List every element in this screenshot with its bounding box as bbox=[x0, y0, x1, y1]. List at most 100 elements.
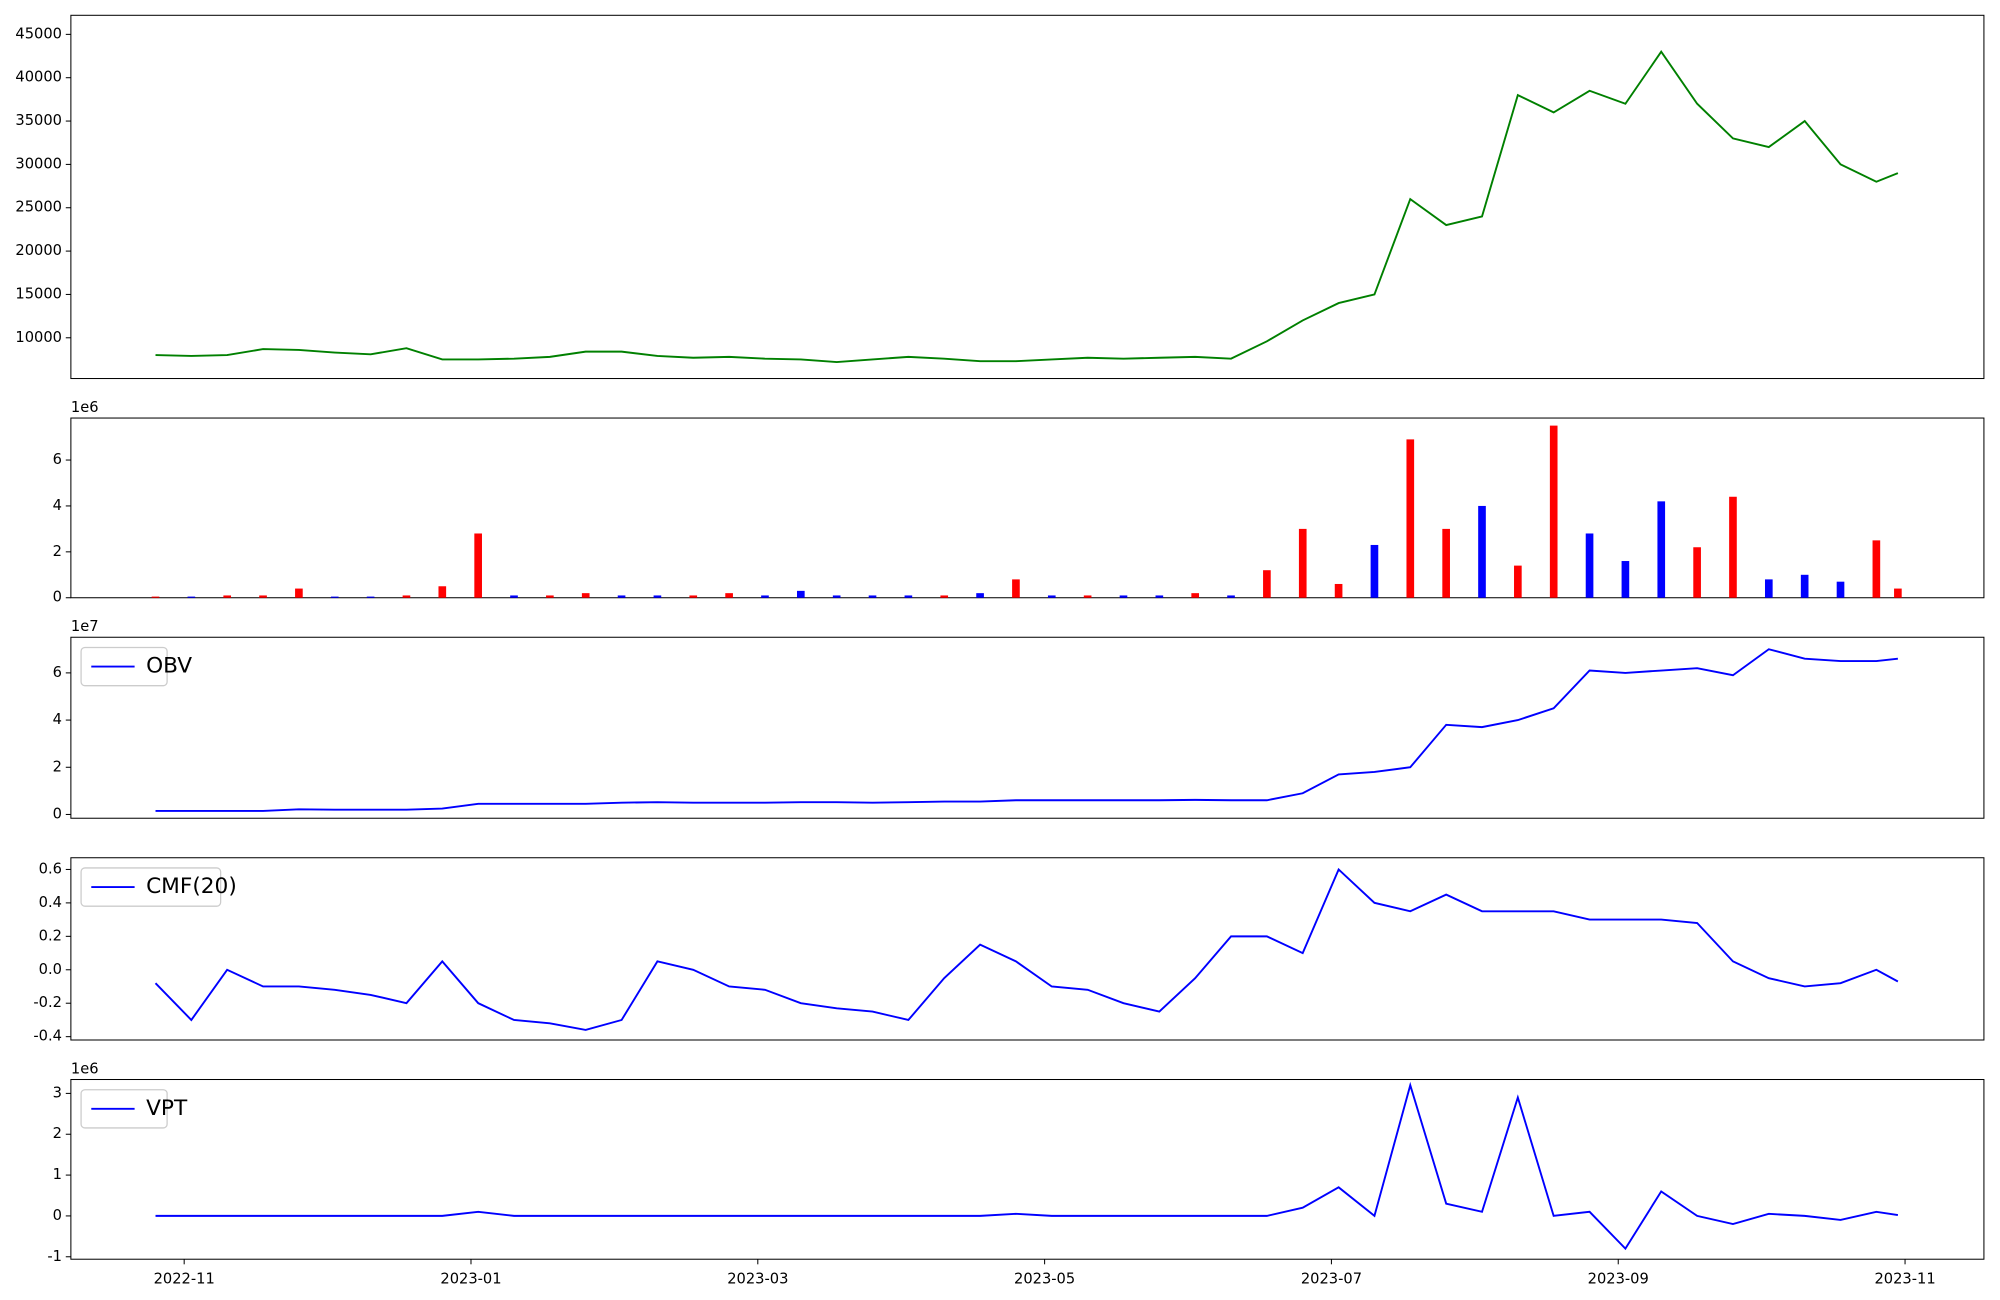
bar bbox=[1227, 595, 1235, 598]
bar bbox=[151, 596, 160, 598]
y-tick-label: 3 bbox=[53, 1084, 62, 1101]
y-tick-label: 2 bbox=[53, 1125, 62, 1142]
legend-label: CMF(20) bbox=[146, 874, 237, 899]
y-tick-label: 4 bbox=[53, 497, 62, 514]
y-tick-label: 0 bbox=[53, 1207, 62, 1224]
data-line bbox=[154, 867, 1899, 1031]
bar bbox=[1894, 588, 1902, 598]
y-tick-label: 0 bbox=[53, 589, 62, 606]
bar bbox=[1442, 528, 1450, 598]
bar bbox=[1191, 593, 1200, 598]
data-line bbox=[155, 648, 1898, 812]
x-tick-label: 2023-09 bbox=[1588, 1271, 1649, 1288]
x-tick-label: 2023-07 bbox=[1301, 1271, 1362, 1288]
bar bbox=[1083, 595, 1092, 598]
bar bbox=[940, 595, 949, 598]
y-tick-label: 2 bbox=[53, 758, 62, 775]
bar bbox=[1621, 561, 1630, 598]
y-tick-label: 0.0 bbox=[39, 961, 62, 978]
y-tick-label: 15000 bbox=[15, 285, 62, 302]
bar bbox=[689, 595, 698, 598]
bar bbox=[832, 595, 841, 598]
legend-label: VPT bbox=[146, 1096, 188, 1121]
bar bbox=[1334, 583, 1343, 598]
bar bbox=[1119, 595, 1128, 598]
x-tick-label: 2023-01 bbox=[440, 1271, 501, 1288]
y-tick-label: -0.2 bbox=[33, 994, 62, 1011]
bar bbox=[1657, 501, 1666, 598]
bar bbox=[976, 593, 984, 598]
bar bbox=[1370, 544, 1379, 598]
x-tick-label: 2023-03 bbox=[727, 1271, 788, 1288]
plot-area bbox=[70, 636, 1985, 819]
y-tick-label: -1 bbox=[47, 1248, 62, 1265]
data-line bbox=[155, 1081, 1899, 1251]
y-tick-label: 0 bbox=[53, 805, 62, 822]
bar bbox=[904, 595, 913, 598]
x-tick-label: 2022-11 bbox=[154, 1271, 215, 1288]
y-tick-label: 35000 bbox=[15, 112, 62, 129]
bar bbox=[1298, 528, 1307, 598]
bar bbox=[1478, 505, 1486, 598]
y-tick-label: 0.4 bbox=[39, 894, 62, 911]
bar bbox=[1585, 533, 1594, 598]
bar bbox=[1729, 496, 1737, 598]
bar bbox=[1155, 595, 1164, 598]
bar bbox=[510, 595, 518, 598]
bar bbox=[402, 595, 411, 598]
plot-area bbox=[70, 417, 1985, 599]
y-tick-label: 6 bbox=[53, 664, 62, 681]
y-tick-label: 6 bbox=[53, 451, 62, 468]
bar bbox=[1514, 565, 1522, 598]
legend-box bbox=[80, 867, 222, 907]
y-tick-label: 45000 bbox=[15, 25, 62, 42]
y-tick-label: 30000 bbox=[15, 155, 62, 172]
bar bbox=[1012, 579, 1020, 598]
bar bbox=[223, 595, 232, 598]
bar bbox=[725, 593, 733, 598]
y-tick-label: 40000 bbox=[15, 69, 62, 86]
bar bbox=[187, 596, 196, 598]
axis-offset-label: 1e7 bbox=[71, 618, 99, 635]
y-tick-label: 4 bbox=[53, 711, 62, 728]
bar bbox=[1872, 540, 1881, 598]
bar bbox=[1047, 595, 1056, 598]
bar bbox=[259, 595, 267, 598]
bar bbox=[1263, 570, 1271, 598]
bar bbox=[474, 533, 482, 598]
bar bbox=[581, 593, 590, 598]
y-tick-label: 25000 bbox=[15, 199, 62, 216]
bar bbox=[1549, 425, 1558, 598]
y-tick-label: -0.4 bbox=[33, 1028, 62, 1045]
bar bbox=[330, 596, 339, 598]
bar bbox=[761, 595, 769, 598]
y-tick-label: 20000 bbox=[15, 242, 62, 259]
y-tick-label: 0.6 bbox=[39, 860, 62, 877]
data-line bbox=[155, 50, 1899, 364]
bar bbox=[796, 590, 805, 598]
axis-offset-label: 1e6 bbox=[71, 1060, 99, 1077]
bar bbox=[1406, 439, 1415, 598]
bar bbox=[1836, 581, 1845, 598]
bar bbox=[438, 586, 447, 598]
legend-label: OBV bbox=[146, 654, 192, 679]
x-tick-label: 2023-05 bbox=[1014, 1271, 1075, 1288]
bar bbox=[295, 588, 303, 598]
axis-offset-label: 1e6 bbox=[71, 399, 99, 416]
plot-area bbox=[70, 1079, 1985, 1260]
bar bbox=[617, 595, 626, 598]
plot-area bbox=[70, 14, 1985, 380]
plot-area bbox=[70, 857, 1985, 1041]
bar bbox=[653, 595, 662, 598]
bar bbox=[1764, 579, 1773, 598]
bar bbox=[546, 595, 554, 598]
y-tick-label: 0.2 bbox=[39, 927, 62, 944]
y-tick-label: 10000 bbox=[15, 329, 62, 346]
bar bbox=[1693, 547, 1701, 598]
y-tick-label: 2 bbox=[53, 543, 62, 560]
x-tick-label: 2023-11 bbox=[1874, 1271, 1935, 1288]
y-tick-label: 1 bbox=[53, 1166, 62, 1183]
bar bbox=[1800, 574, 1809, 598]
bar bbox=[366, 596, 375, 598]
